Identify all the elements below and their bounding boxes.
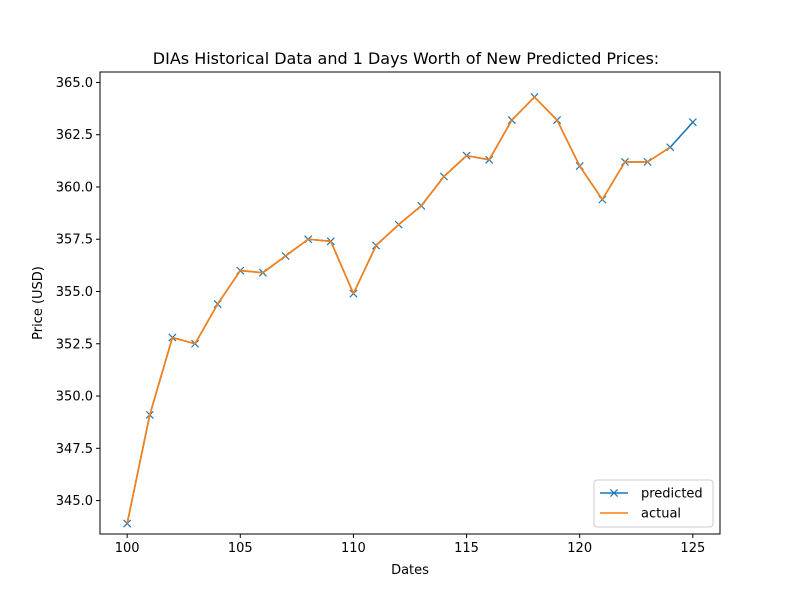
legend-box (593, 479, 714, 528)
legend: predicted actual (593, 479, 714, 528)
x-tick-label: 125 (680, 541, 705, 556)
y-tick-label: 350.0 (56, 390, 93, 405)
legend-label-predicted: predicted (641, 487, 703, 502)
y-tick-label: 362.5 (56, 128, 93, 143)
y-tick-label: 345.0 (56, 494, 93, 509)
x-tick-label: 110 (341, 541, 366, 556)
plot-area (99, 71, 721, 535)
legend-marker-predicted (609, 488, 619, 498)
y-tick-label: 355.0 (56, 285, 93, 300)
x-tick-label: 105 (228, 541, 253, 556)
x-tick-label: 115 (454, 541, 479, 556)
x-axis: 100 105 110 115 120 125 (115, 534, 705, 556)
y-axis-title: Price (USD) (31, 266, 46, 340)
axes-frame (99, 71, 721, 535)
x-tick-label: 120 (567, 541, 592, 556)
x-tick-label: 100 (115, 541, 140, 556)
x-axis-title: Dates (391, 563, 429, 578)
y-tick-label: 352.5 (56, 337, 93, 352)
y-tick-label: 357.5 (56, 233, 93, 248)
y-tick-label: 365.0 (56, 76, 93, 91)
y-axis: 345.0 347.5 350.0 352.5 355.0 357.5 360.0 362.5… (56, 76, 100, 509)
series-layer (123, 93, 697, 528)
y-tick-label: 347.5 (56, 442, 93, 457)
y-tick-label: 360.0 (56, 180, 93, 195)
data-point-predicted (688, 118, 697, 127)
chart-title: DIAs Historical Data and 1 Days Worth of… (153, 49, 659, 68)
legend-label-actual: actual (641, 507, 681, 522)
series-actual (126, 96, 671, 524)
series-line-actual (126, 96, 671, 524)
